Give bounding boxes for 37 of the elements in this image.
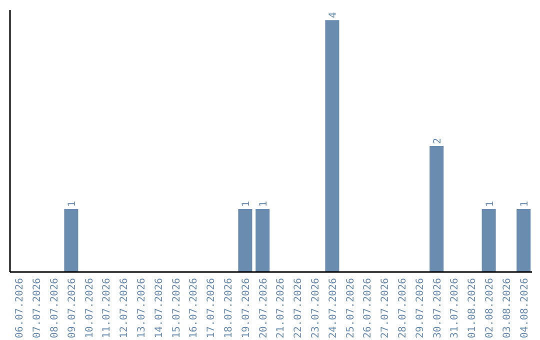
x-tick-label: 09.07.2026	[66, 278, 78, 338]
x-tick-label: 22.07.2026	[293, 278, 304, 338]
x-tick-label: 28.07.2026	[398, 278, 408, 338]
data-label: 2	[432, 138, 444, 144]
x-tick-label: 14.07.2026	[154, 278, 165, 338]
x-tick-label: 19.07.2026	[240, 278, 252, 338]
data-label: 4	[328, 12, 340, 18]
data-label: 1	[520, 200, 531, 208]
data-label: 1	[241, 200, 252, 208]
x-tick-label: 17.07.2026	[206, 278, 218, 338]
x-tick-label: 16.07.2026	[188, 278, 200, 338]
x-tick-label: 06.07.2026	[14, 278, 26, 338]
x-tick-label: 21.07.2026	[276, 278, 287, 338]
x-tick-label: 30.07.2026	[432, 278, 444, 338]
x-tick-label: 25.07.2026	[345, 278, 356, 338]
x-tick-label: 03.08.2026	[502, 278, 513, 338]
data-label: 1	[258, 200, 270, 208]
x-tick-label: 11.07.2026	[102, 278, 113, 338]
x-tick-label: 12.07.2026	[119, 278, 130, 338]
data-label: 1	[67, 200, 78, 208]
x-tick-label: 04.08.2026	[519, 278, 530, 338]
x-tick-label: 24.07.2026	[328, 278, 339, 338]
x-tick-label: 13.07.2026	[136, 278, 148, 338]
x-tick-label: 27.07.2026	[380, 278, 392, 338]
x-tick-label: 08.07.2026	[50, 278, 60, 338]
x-tick-label: 23.07.2026	[310, 278, 322, 338]
x-tick-label: 26.07.2026	[362, 278, 374, 338]
x-tick-label: 20.07.2026	[258, 278, 270, 338]
x-tick-label: 15.07.2026	[171, 278, 182, 338]
x-tick-label: 01.08.2026	[467, 278, 478, 338]
x-tick-label: 18.07.2026	[224, 278, 234, 338]
x-tick-label: 02.08.2026	[484, 278, 496, 338]
x-tick-label: 31.07.2026	[450, 278, 461, 338]
x-tick-label: 29.07.2026	[414, 278, 426, 338]
data-label: 1	[484, 200, 496, 208]
x-tick-label: 07.07.2026	[32, 278, 44, 338]
x-tick-label: 10.07.2026	[84, 278, 96, 338]
